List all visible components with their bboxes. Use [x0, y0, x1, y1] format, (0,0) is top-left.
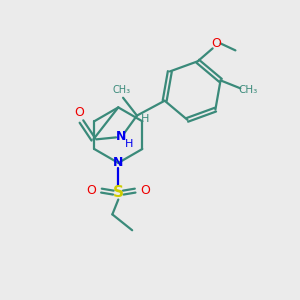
Text: H: H [141, 114, 149, 124]
Text: N: N [113, 156, 124, 170]
Text: CH₃: CH₃ [238, 85, 258, 95]
Text: O: O [140, 184, 150, 197]
Text: CH₃: CH₃ [112, 85, 130, 95]
Text: H: H [125, 139, 133, 149]
Text: O: O [87, 184, 97, 197]
Text: N: N [116, 130, 126, 143]
Text: O: O [74, 106, 84, 119]
Text: S: S [113, 185, 124, 200]
Text: O: O [212, 37, 221, 50]
